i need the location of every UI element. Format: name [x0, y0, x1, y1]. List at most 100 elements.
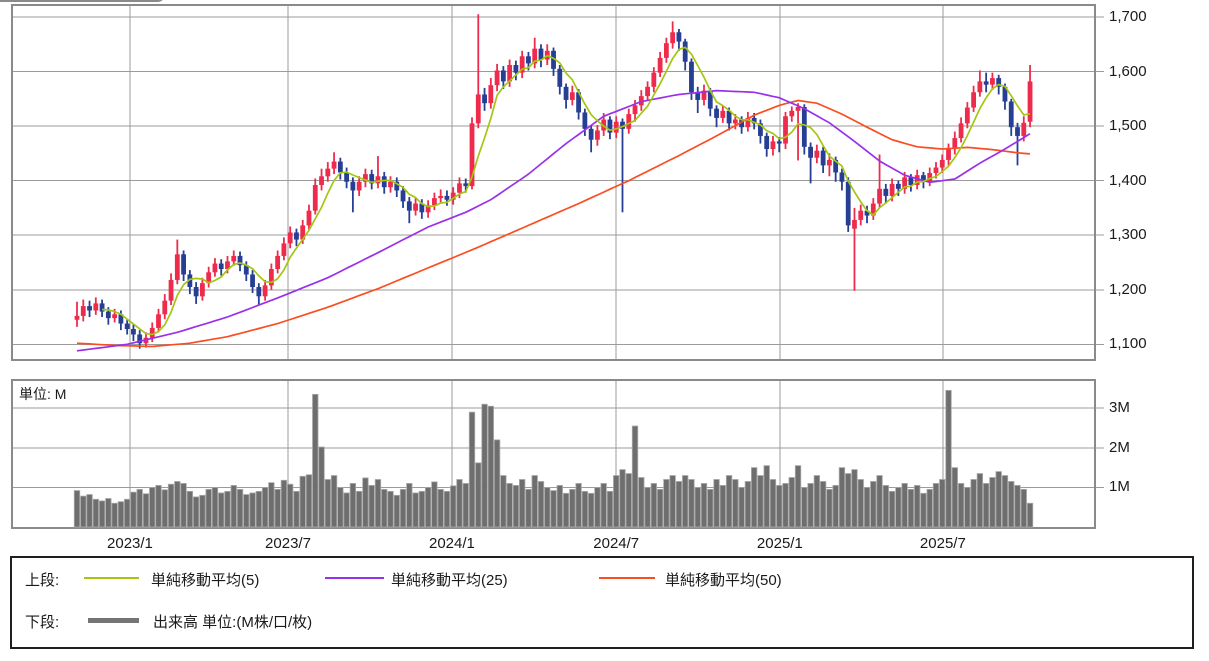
volume-bar — [932, 483, 940, 528]
volume-bar — [776, 485, 783, 528]
volume-bar — [744, 481, 752, 528]
candle-up — [720, 110, 726, 118]
volume-bar — [130, 491, 137, 528]
volume-bar — [174, 481, 181, 528]
candle-down — [820, 150, 826, 166]
candle-up — [331, 161, 337, 169]
sma50-line — [76, 99, 1031, 348]
candle-up — [595, 130, 600, 140]
candle-up — [156, 314, 161, 328]
volume-bar — [261, 486, 269, 528]
candle-up — [225, 261, 230, 270]
volume-bar — [268, 482, 275, 528]
candle-down — [99, 303, 105, 312]
volume-bar — [713, 479, 720, 528]
legend-sma25-label: 単純移動平均(25) — [391, 572, 508, 589]
volume-bar — [192, 496, 200, 528]
candle-down — [983, 81, 989, 85]
volume-bar — [418, 490, 426, 528]
volume-bar — [368, 485, 375, 528]
volume-bar — [901, 483, 908, 528]
volume-bar — [682, 475, 689, 528]
volume-bar — [882, 485, 889, 528]
volume-bar — [870, 481, 877, 528]
volume-bar — [1008, 481, 1015, 528]
volume-bar — [675, 481, 683, 528]
candle-down — [381, 176, 387, 188]
volume-bar — [111, 502, 118, 528]
volume-bar — [613, 475, 620, 528]
candle-up — [814, 150, 820, 158]
candle-down — [714, 108, 719, 118]
candle-down — [682, 41, 688, 62]
candle-up — [200, 283, 205, 297]
volume-bar — [619, 469, 626, 528]
candle-up — [469, 123, 475, 187]
candle-down — [482, 94, 487, 104]
volume-bar — [475, 462, 482, 528]
date-axis-label: 2023/7 — [265, 535, 311, 552]
candle-down — [463, 183, 469, 187]
volume-bar — [888, 490, 896, 528]
candle-up — [475, 94, 481, 124]
sma25-line — [76, 89, 1031, 352]
volume-bar — [80, 495, 87, 528]
candle-down — [406, 201, 412, 211]
volume-bar — [569, 488, 576, 528]
price-axis-label: 1,700 — [1109, 8, 1147, 26]
volume-bar — [230, 485, 237, 528]
candle-up — [319, 176, 324, 186]
candle-up — [262, 285, 268, 297]
candle-up — [939, 159, 945, 168]
candle-down — [350, 181, 356, 191]
date-axis-label: 2025/1 — [756, 535, 803, 552]
volume-bar — [581, 490, 589, 528]
candle-down — [444, 195, 450, 200]
volume-bar — [493, 439, 501, 528]
sma50-line-sample — [599, 577, 655, 579]
volume-bar — [443, 490, 451, 528]
candle-down — [118, 314, 124, 324]
volume-bar — [914, 485, 921, 528]
volume-bar — [236, 488, 244, 528]
volume-bar — [606, 490, 614, 528]
candle-up — [990, 78, 995, 85]
candle-up — [363, 174, 368, 182]
candle-down — [87, 306, 92, 311]
volume-bar — [149, 486, 156, 528]
volume-bar — [587, 492, 595, 528]
candle-up — [569, 92, 575, 100]
volume-bar — [788, 477, 795, 528]
candle-up — [532, 48, 538, 64]
candle-down — [256, 287, 262, 297]
volume-bar — [983, 483, 990, 528]
candle-down — [105, 311, 111, 319]
volume-bar — [512, 485, 520, 528]
volume-bar — [594, 486, 601, 528]
candle-down — [839, 172, 845, 182]
price-axis-label: 1,400 — [1109, 171, 1147, 189]
candle-down — [833, 159, 839, 173]
volume-bar — [299, 475, 306, 528]
candle-down — [751, 117, 757, 124]
candle-up — [852, 219, 857, 229]
candle-up — [507, 65, 513, 82]
candle-up — [645, 86, 650, 97]
volume-bar — [751, 467, 758, 528]
volume-bar — [255, 490, 262, 528]
volume-bar — [976, 473, 984, 528]
volume-bar — [305, 474, 313, 528]
volume-bar — [318, 446, 325, 528]
volume-bar — [500, 475, 507, 528]
volume-bar — [387, 490, 394, 528]
volume-bar — [519, 479, 526, 528]
volume-bar — [1014, 485, 1021, 528]
candle-up — [212, 263, 218, 273]
volume-bar — [763, 465, 770, 528]
volume-bar — [73, 490, 81, 528]
candle-down — [676, 32, 682, 42]
volume-bar — [92, 498, 99, 528]
candle-down — [344, 172, 350, 182]
